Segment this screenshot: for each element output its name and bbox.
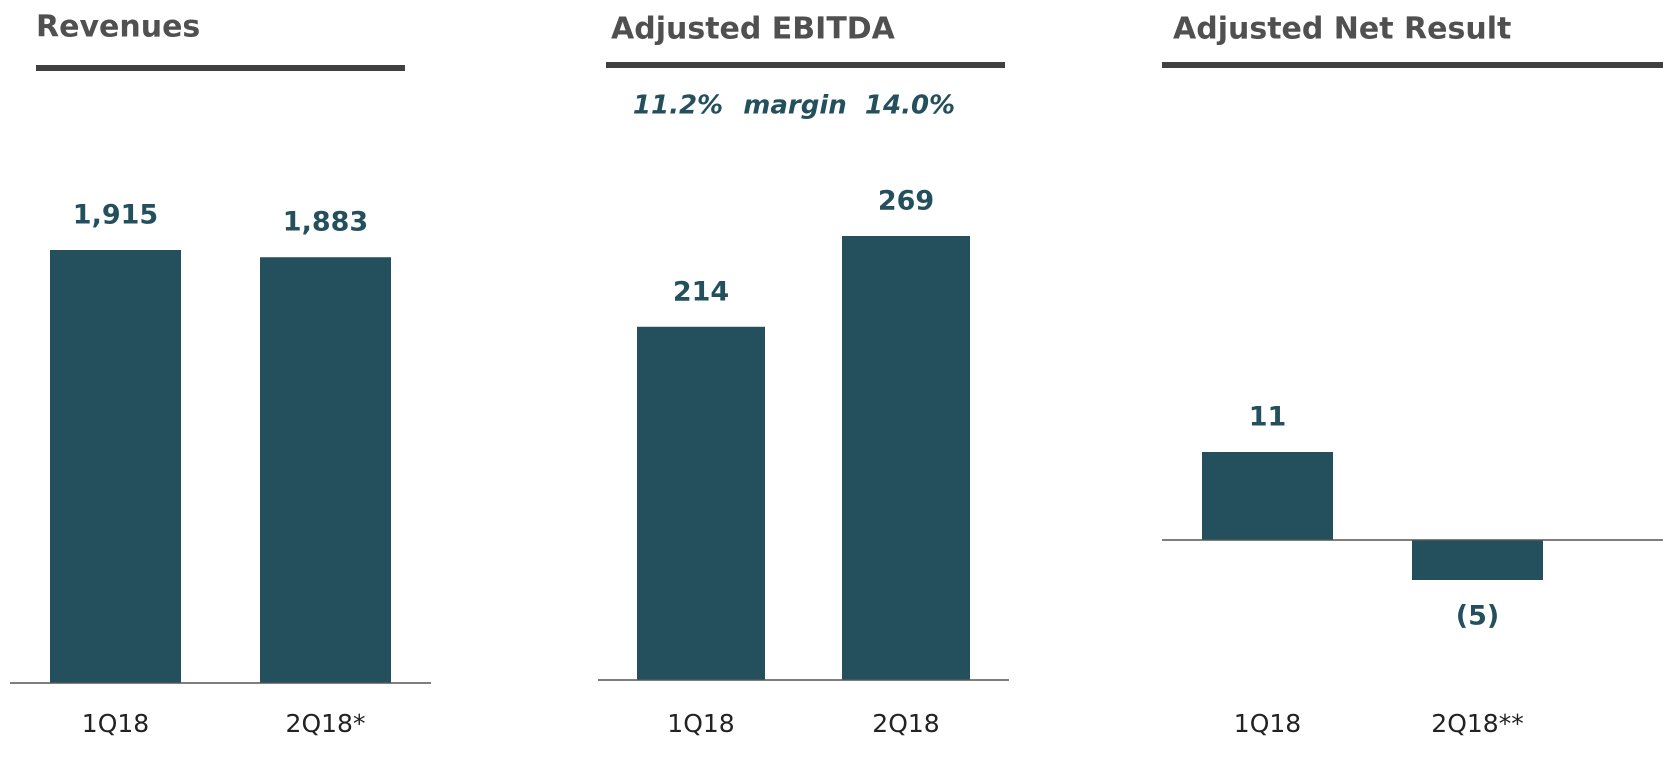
- title-underline: [1162, 62, 1663, 68]
- x-tick-label: 1Q18: [1234, 709, 1301, 738]
- title-underline: [36, 65, 405, 71]
- bar: [842, 236, 970, 680]
- annotation: margin: [743, 91, 847, 121]
- bar: [50, 250, 181, 683]
- annotation: 14.0%: [865, 91, 955, 121]
- value-label: 11: [1249, 402, 1287, 433]
- bar: [1202, 452, 1333, 540]
- bar: [260, 257, 391, 683]
- value-label: 214: [673, 276, 729, 307]
- bar: [1412, 540, 1543, 580]
- panel-title: Revenues: [36, 10, 200, 45]
- x-tick-label: 2Q18*: [286, 709, 366, 738]
- value-label: 1,883: [283, 207, 368, 238]
- x-tick-label: 1Q18: [667, 709, 734, 738]
- x-tick-label: 1Q18: [82, 709, 149, 738]
- x-tick-label: 2Q18: [872, 709, 939, 738]
- value-label: (5): [1456, 601, 1499, 632]
- value-label: 1,915: [73, 200, 158, 231]
- annotation: 11.2%: [633, 91, 723, 121]
- panel-title: Adjusted Net Result: [1173, 12, 1511, 47]
- value-label: 269: [878, 186, 934, 217]
- title-underline: [606, 62, 1005, 68]
- bar: [637, 326, 765, 680]
- x-tick-label: 2Q18**: [1431, 709, 1523, 738]
- panel-title: Adjusted EBITDA: [611, 12, 896, 47]
